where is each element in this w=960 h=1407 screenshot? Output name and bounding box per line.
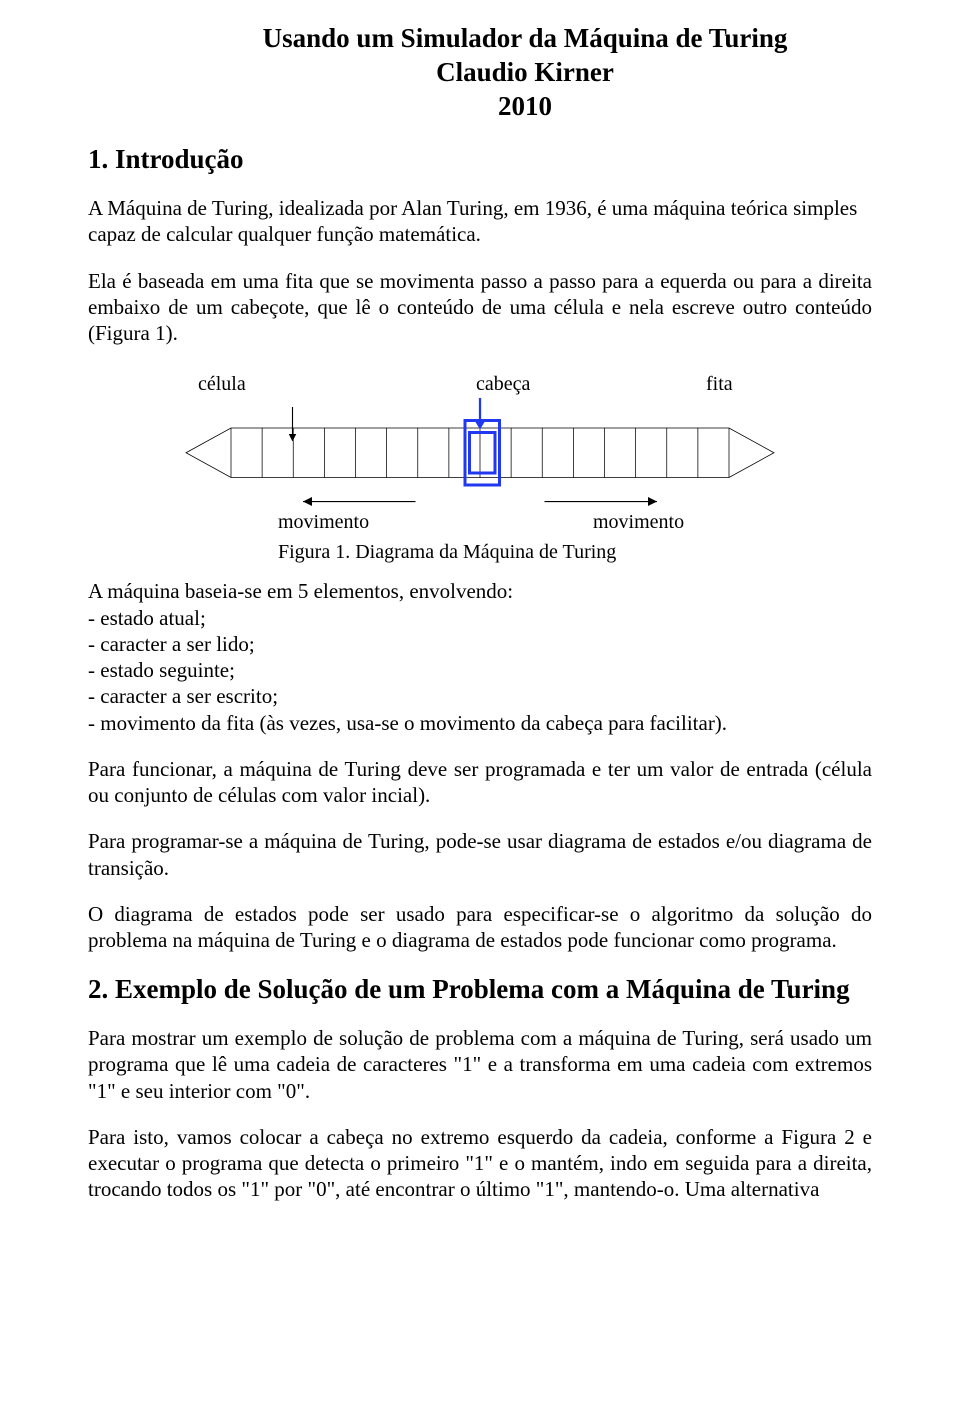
- diagram-bottom-labels: movimento movimento Figura 1. Diagrama d…: [88, 464, 872, 574]
- intro-paragraph-1: A Máquina de Turing, idealizada por Alan…: [88, 195, 872, 248]
- sec2-paragraph-2: Para isto, vamos colocar a cabeça no ext…: [88, 1124, 872, 1203]
- label-celula: célula: [198, 372, 246, 397]
- tape-svg-wrap: [88, 398, 872, 464]
- intro-paragraph-2-text: Ela é baseada em uma fita que se movimen…: [88, 269, 872, 346]
- elements-intro: A máquina baseia-se em 5 elementos, envo…: [88, 578, 872, 604]
- label-movimento-right: movimento: [593, 510, 684, 535]
- label-cabeca: cabeça: [476, 372, 530, 397]
- list-item: - estado seguinte;: [88, 657, 872, 683]
- label-movimento-left: movimento: [278, 510, 369, 535]
- list-item: - caracter a ser lido;: [88, 631, 872, 657]
- sec2-paragraph-1-text: Para mostrar um exemplo de solução de pr…: [88, 1026, 872, 1103]
- figure-1-caption: Figura 1. Diagrama da Máquina de Turing: [278, 540, 616, 565]
- doc-year: 2010: [178, 90, 872, 124]
- intro-paragraph-1-text: A Máquina de Turing, idealizada por Alan…: [88, 196, 857, 246]
- para-funcionar-text: Para funcionar, a máquina de Turing deve…: [88, 757, 872, 807]
- doc-title: Usando um Simulador da Máquina de Turing: [178, 22, 872, 56]
- list-item: - caracter a ser escrito;: [88, 683, 872, 709]
- turing-diagram: célula cabeça fita movimento movimento F…: [88, 372, 872, 574]
- label-fita: fita: [706, 372, 733, 397]
- doc-author: Claudio Kirner: [178, 56, 872, 90]
- list-item: - movimento da fita (às vezes, usa-se o …: [88, 710, 872, 736]
- title-block: Usando um Simulador da Máquina de Turing…: [178, 22, 872, 123]
- diagram-top-labels: célula cabeça fita: [88, 372, 872, 398]
- list-item: - estado atual;: [88, 605, 872, 631]
- para-programar: Para programar-se a máquina de Turing, p…: [88, 828, 872, 881]
- para-diagrama-estados: O diagrama de estados pode ser usado par…: [88, 901, 872, 954]
- intro-paragraph-2: Ela é baseada em uma fita que se movimen…: [88, 268, 872, 347]
- para-programar-text: Para programar-se a máquina de Turing, p…: [88, 829, 872, 879]
- para-diagrama-estados-text: O diagrama de estados pode ser usado par…: [88, 902, 872, 952]
- elements-list: A máquina baseia-se em 5 elementos, envo…: [88, 578, 872, 736]
- section-2-heading: 2. Exemplo de Solução de um Problema com…: [88, 973, 872, 1007]
- para-funcionar: Para funcionar, a máquina de Turing deve…: [88, 756, 872, 809]
- sec2-paragraph-2-text: Para isto, vamos colocar a cabeça no ext…: [88, 1125, 872, 1202]
- sec2-paragraph-1: Para mostrar um exemplo de solução de pr…: [88, 1025, 872, 1104]
- section-1-heading: 1. Introdução: [88, 143, 872, 177]
